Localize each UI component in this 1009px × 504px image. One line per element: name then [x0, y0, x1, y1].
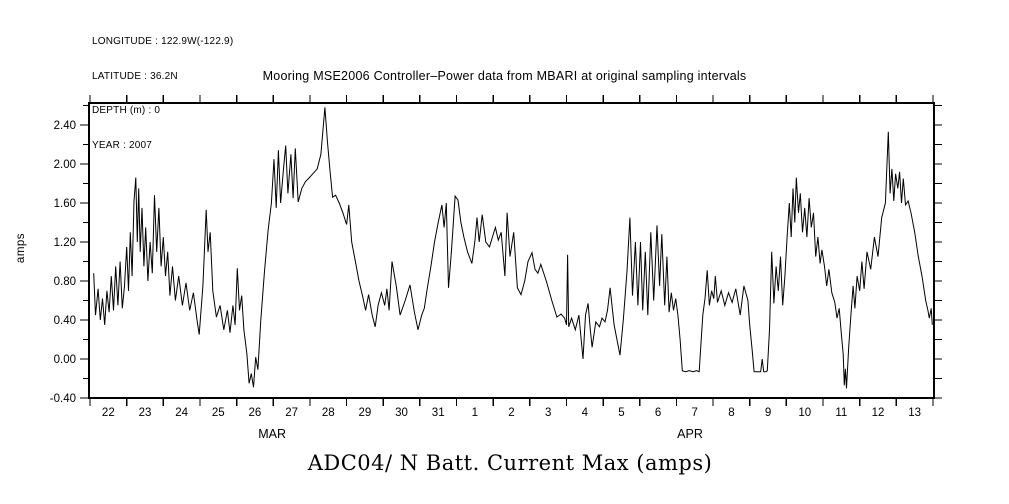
x-axis-day-label: 22: [102, 407, 115, 419]
y-axis-tick-label: 1.20: [54, 237, 76, 249]
x-axis-day-label: 10: [798, 407, 811, 419]
y-axis-tick-label: 2.40: [54, 120, 76, 132]
x-axis-day-label: 11: [835, 407, 847, 419]
x-axis-day-label: 24: [175, 407, 188, 419]
y-axis-tick-label: 0.40: [54, 315, 76, 327]
x-axis-day-label: 13: [908, 407, 921, 419]
x-axis-day-label: 29: [358, 407, 371, 419]
x-axis-day-label: 7: [692, 407, 698, 419]
x-axis-day-label: 28: [322, 407, 335, 419]
x-axis-day-label: 8: [728, 407, 734, 419]
month-label: APR: [677, 427, 703, 441]
x-axis-day-label: 1: [472, 407, 478, 419]
x-axis-day-label: 26: [249, 407, 262, 419]
x-axis-day-label: 2: [508, 407, 514, 419]
x-axis-day-label: 3: [545, 407, 551, 419]
y-axis-tick-label: 0.00: [54, 354, 76, 366]
x-axis-day-label: 23: [139, 407, 152, 419]
header-metadata: LONGITUDE : 122.9W(-122.9) LATITUDE : 36…: [92, 13, 233, 174]
meta-longitude: LONGITUDE : 122.9W(-122.9): [92, 36, 234, 47]
x-axis-day-label: 30: [395, 407, 408, 419]
chart-subtitle: ADC04/ N Batt. Current Max (amps): [307, 451, 713, 475]
y-axis-tick-label: 2.00: [54, 159, 76, 171]
y-axis-tick-label: 1.60: [54, 198, 76, 210]
meta-year: YEAR : 2007: [92, 139, 153, 151]
x-axis-day-label: 31: [432, 407, 445, 419]
plot-frame: [88, 102, 935, 399]
meta-latitude: LATITUDE : 36.2N: [92, 70, 178, 82]
y-axis-tick-label: -0.40: [50, 393, 76, 405]
x-axis-day-label: 27: [285, 407, 298, 419]
x-axis-day-label: 25: [212, 407, 225, 419]
x-axis-day-label: 9: [765, 407, 771, 419]
meta-depth: DEPTH (m) : 0: [92, 105, 161, 116]
x-axis-day-label: 12: [872, 407, 885, 419]
month-label: MAR: [258, 427, 286, 441]
y-axis-tick-label: 0.80: [54, 276, 76, 288]
x-axis-day-label: 6: [655, 407, 661, 419]
data-trace: [93, 107, 933, 389]
x-axis-day-label: 4: [582, 407, 589, 419]
x-axis-day-label: 5: [618, 407, 624, 419]
chart-title: Mooring MSE2006 Controller–Power data fr…: [262, 69, 747, 83]
